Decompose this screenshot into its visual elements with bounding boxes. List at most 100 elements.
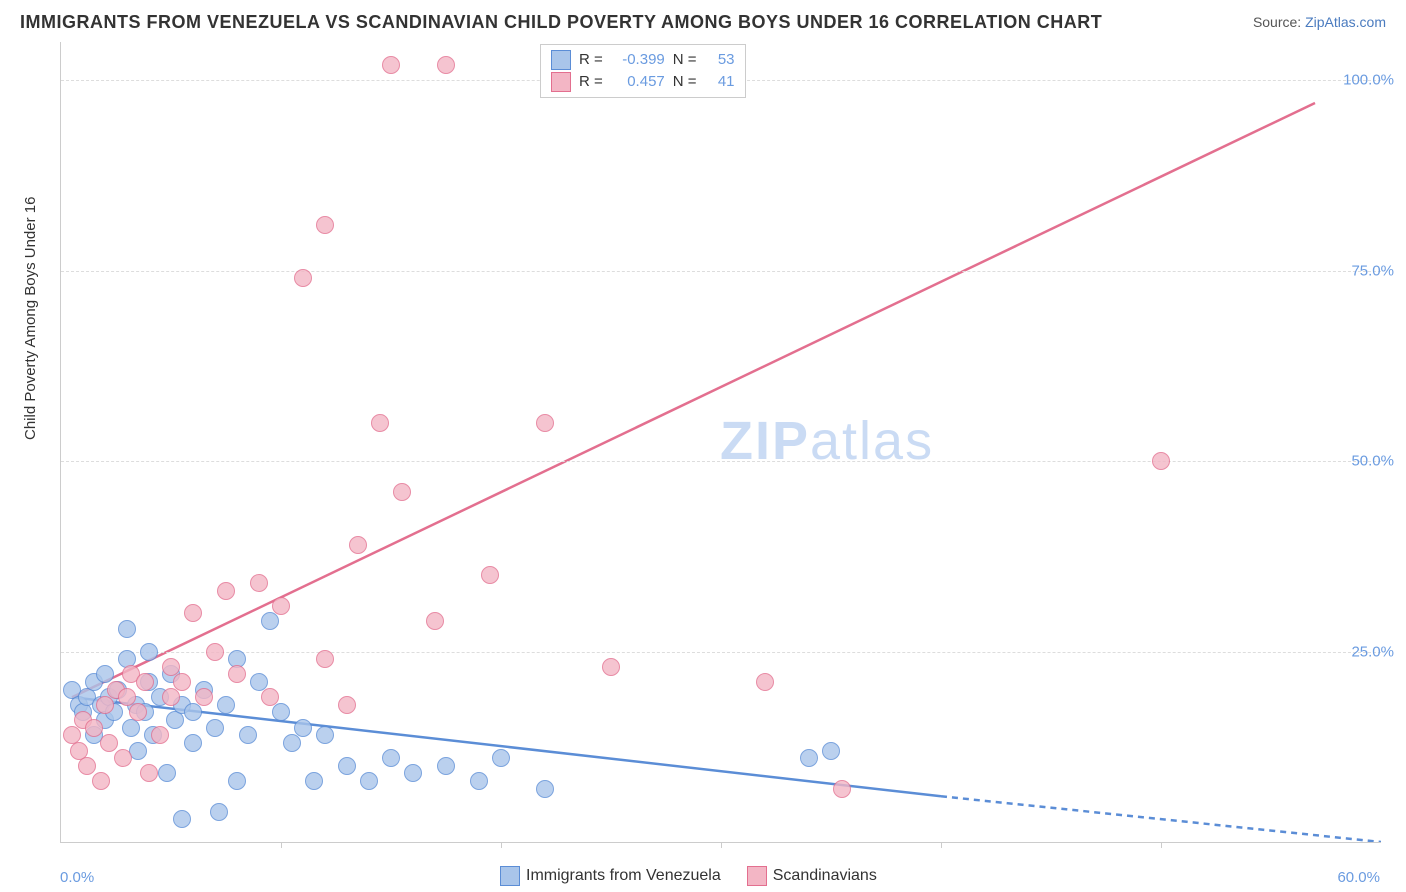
- data-point: [250, 574, 268, 592]
- data-point: [217, 582, 235, 600]
- data-point: [316, 650, 334, 668]
- data-point: [426, 612, 444, 630]
- gridline: [61, 271, 1381, 272]
- data-point: [118, 620, 136, 638]
- r-label: R =: [579, 71, 603, 93]
- data-point: [360, 772, 378, 790]
- x-tick-label: 0.0%: [60, 869, 94, 886]
- x-tick: [1161, 842, 1162, 848]
- data-point: [272, 597, 290, 615]
- trend-line: [72, 697, 941, 796]
- data-point: [349, 536, 367, 554]
- data-point: [162, 688, 180, 706]
- data-point: [1152, 452, 1170, 470]
- data-point: [92, 772, 110, 790]
- data-point: [184, 734, 202, 752]
- stats-legend: R = -0.399 N = 53 R = 0.457 N = 41: [540, 44, 746, 98]
- data-point: [228, 665, 246, 683]
- n-label: N =: [673, 49, 697, 71]
- data-point: [437, 757, 455, 775]
- data-point: [756, 673, 774, 691]
- data-point: [261, 688, 279, 706]
- data-point: [217, 696, 235, 714]
- trend-lines-layer: [61, 42, 1381, 842]
- y-axis-label: Child Poverty Among Boys Under 16: [22, 197, 39, 440]
- data-point: [195, 688, 213, 706]
- data-point: [492, 749, 510, 767]
- swatch-series2: [551, 72, 571, 92]
- data-point: [822, 742, 840, 760]
- source-prefix: Source:: [1253, 14, 1305, 30]
- swatch-series1: [500, 866, 520, 886]
- trend-line: [72, 103, 1315, 697]
- r-label: R =: [579, 49, 603, 71]
- data-point: [338, 757, 356, 775]
- data-point: [283, 734, 301, 752]
- stats-row-series2: R = 0.457 N = 41: [551, 71, 735, 93]
- chart-title: IMMIGRANTS FROM VENEZUELA VS SCANDINAVIA…: [20, 12, 1102, 33]
- data-point: [833, 780, 851, 798]
- trend-line: [941, 796, 1381, 842]
- y-tick-label: 25.0%: [1351, 643, 1394, 660]
- data-point: [305, 772, 323, 790]
- n-value-series1: 53: [705, 49, 735, 71]
- source-attribution: Source: ZipAtlas.com: [1253, 14, 1386, 30]
- data-point: [206, 719, 224, 737]
- y-tick-label: 100.0%: [1343, 72, 1394, 89]
- gridline: [61, 652, 1381, 653]
- data-point: [129, 703, 147, 721]
- source-link[interactable]: ZipAtlas.com: [1305, 14, 1386, 30]
- stats-row-series1: R = -0.399 N = 53: [551, 49, 735, 71]
- data-point: [371, 414, 389, 432]
- x-tick: [501, 842, 502, 848]
- x-tick: [941, 842, 942, 848]
- data-point: [239, 726, 257, 744]
- data-point: [158, 764, 176, 782]
- data-point: [206, 643, 224, 661]
- data-point: [136, 673, 154, 691]
- data-point: [536, 414, 554, 432]
- data-point: [78, 757, 96, 775]
- data-point: [140, 643, 158, 661]
- data-point: [294, 269, 312, 287]
- x-tick: [281, 842, 282, 848]
- data-point: [294, 719, 312, 737]
- data-point: [100, 734, 118, 752]
- data-point: [140, 764, 158, 782]
- swatch-series1: [551, 50, 571, 70]
- r-value-series2: 0.457: [611, 71, 665, 93]
- data-point: [470, 772, 488, 790]
- data-point: [210, 803, 228, 821]
- legend-label-series1: Immigrants from Venezuela: [526, 867, 721, 885]
- data-point: [85, 719, 103, 737]
- data-point: [151, 726, 169, 744]
- data-point: [393, 483, 411, 501]
- data-point: [316, 726, 334, 744]
- data-point: [129, 742, 147, 760]
- data-point: [800, 749, 818, 767]
- data-point: [437, 56, 455, 74]
- swatch-series2: [747, 866, 767, 886]
- data-point: [228, 772, 246, 790]
- gridline: [61, 461, 1381, 462]
- data-point: [338, 696, 356, 714]
- legend-item-series1: Immigrants from Venezuela: [500, 866, 721, 886]
- data-point: [481, 566, 499, 584]
- y-tick-label: 50.0%: [1351, 453, 1394, 470]
- data-point: [114, 749, 132, 767]
- n-label: N =: [673, 71, 697, 93]
- legend-label-series2: Scandinavians: [773, 867, 877, 885]
- data-point: [404, 764, 422, 782]
- data-point: [184, 604, 202, 622]
- x-tick: [721, 842, 722, 848]
- x-tick-label: 60.0%: [1337, 869, 1380, 886]
- data-point: [272, 703, 290, 721]
- legend-item-series2: Scandinavians: [747, 866, 877, 886]
- data-point: [382, 56, 400, 74]
- data-point: [96, 696, 114, 714]
- data-point: [184, 703, 202, 721]
- data-point: [602, 658, 620, 676]
- n-value-series2: 41: [705, 71, 735, 93]
- data-point: [382, 749, 400, 767]
- data-point: [173, 673, 191, 691]
